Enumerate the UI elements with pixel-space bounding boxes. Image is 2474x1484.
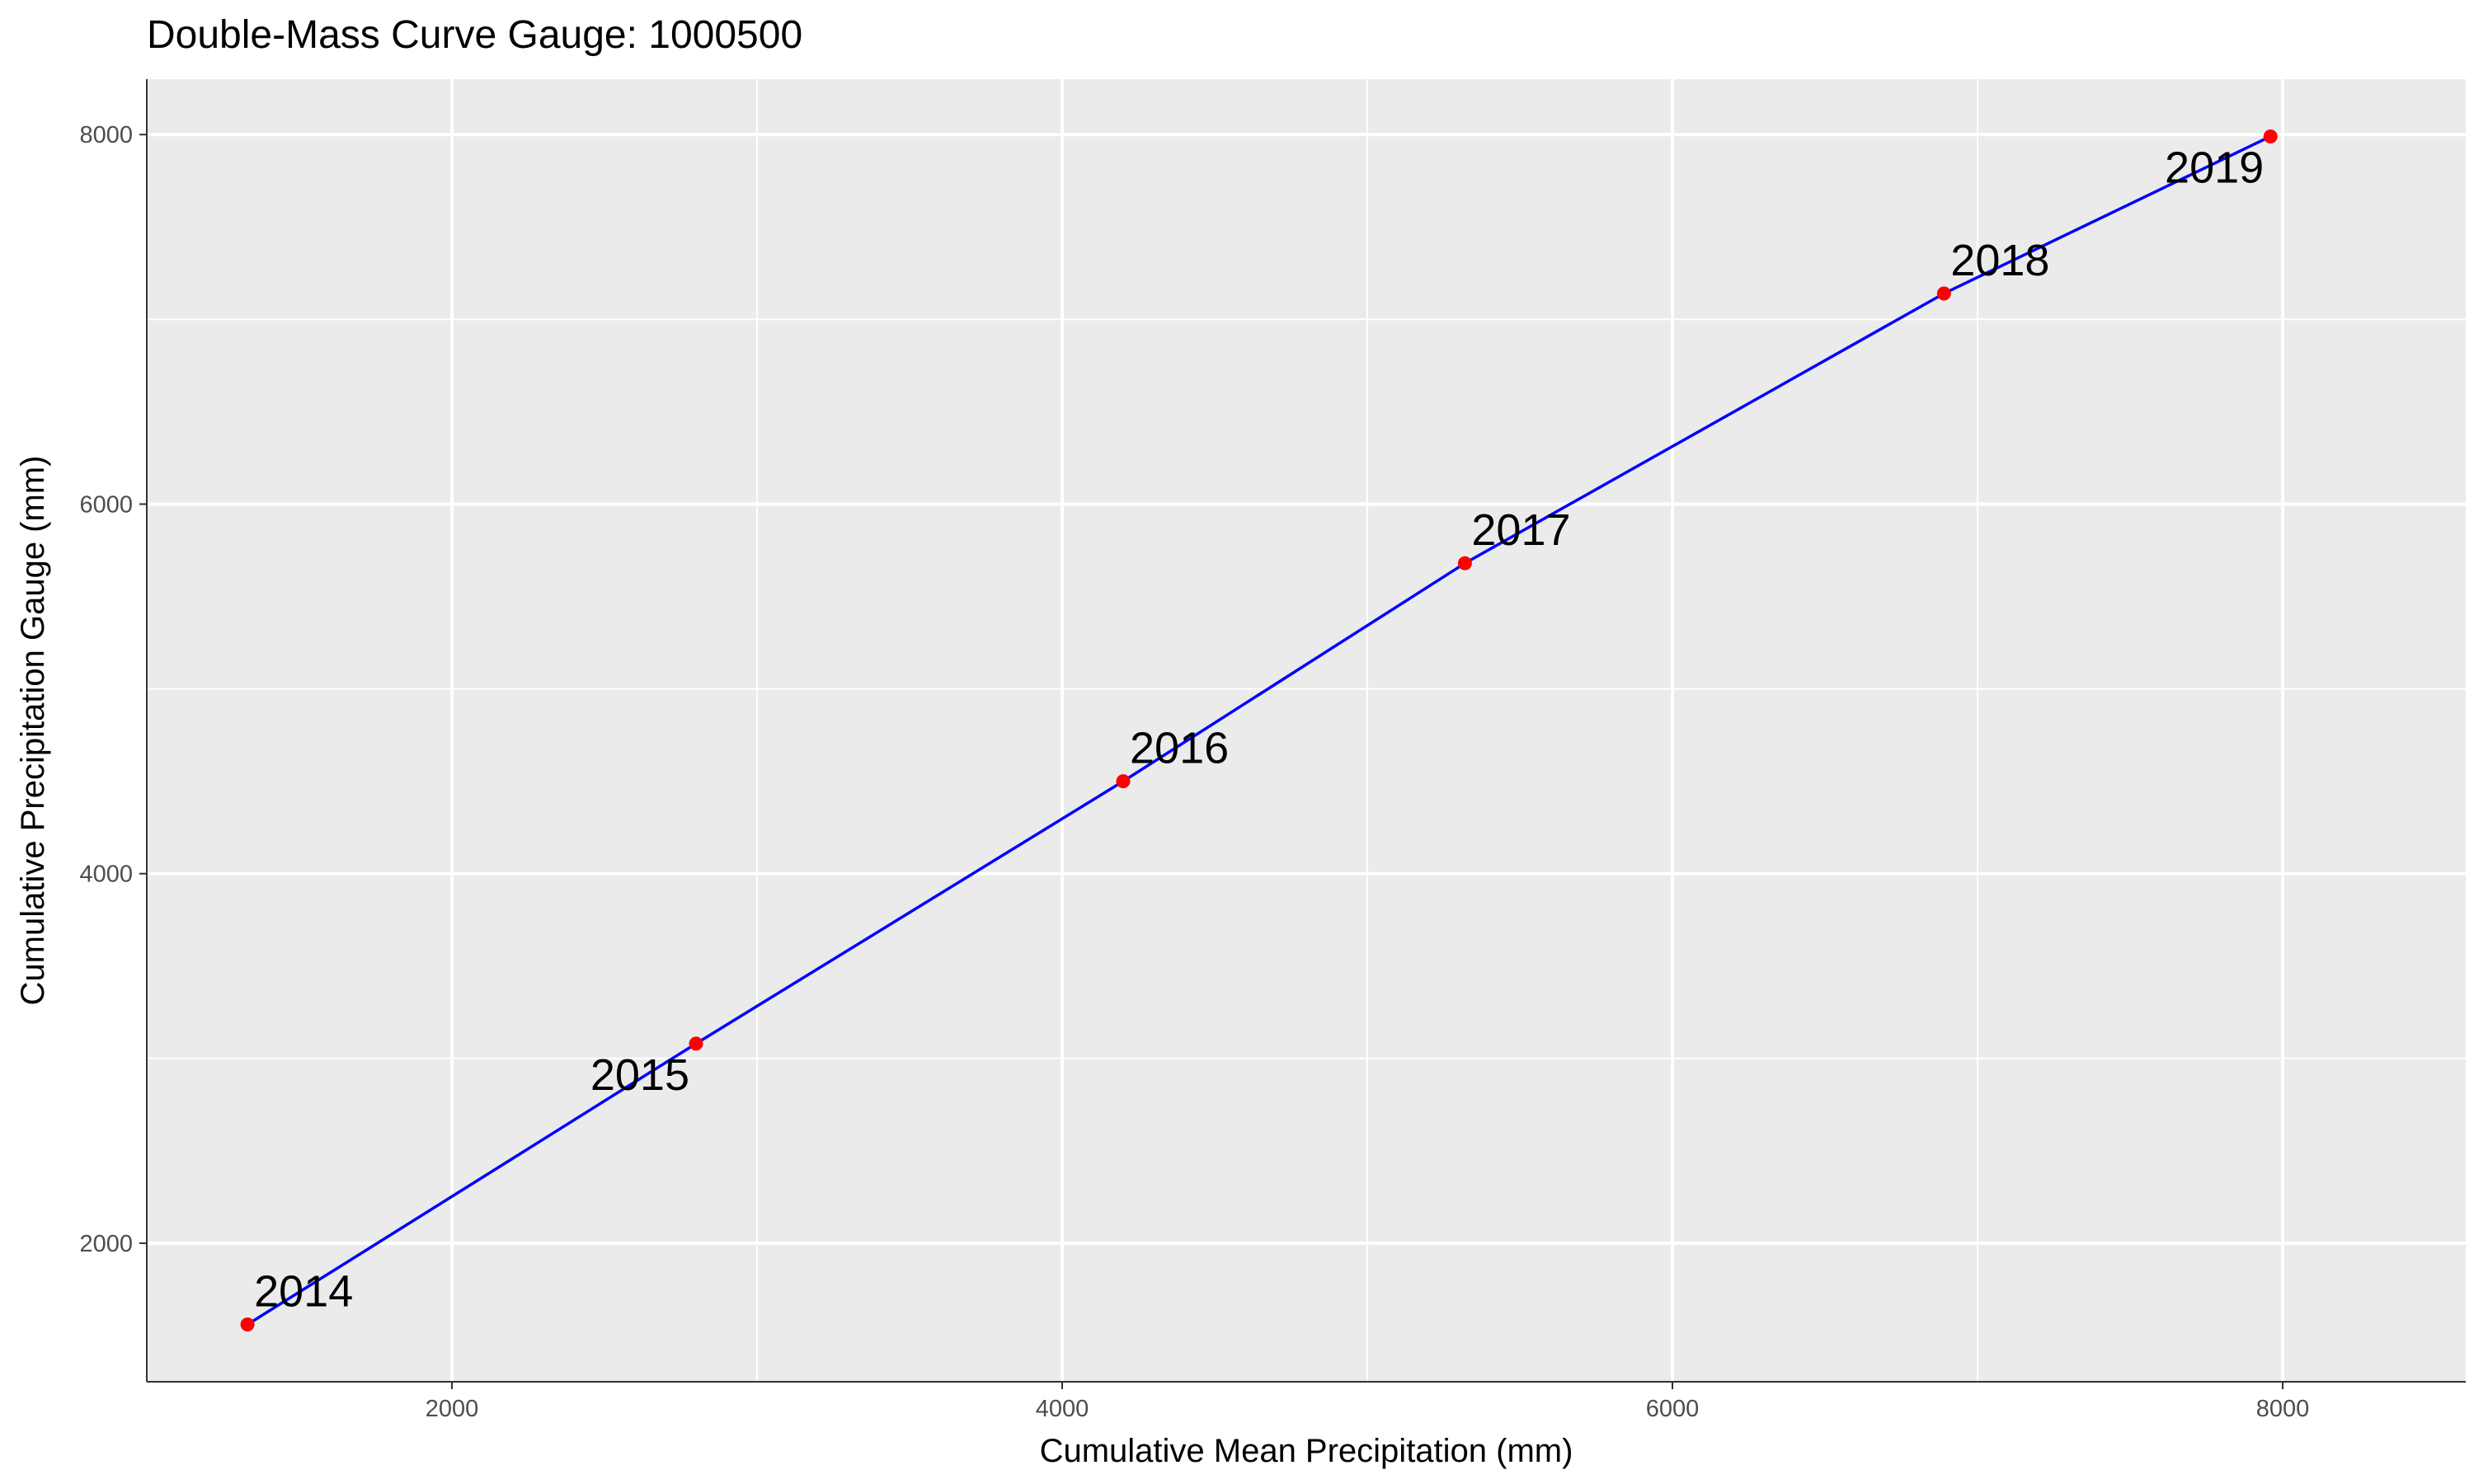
data-point [2263, 129, 2278, 143]
y-tick-label: 4000 [79, 862, 133, 888]
data-label: 2018 [1950, 236, 2049, 285]
plot-background [147, 79, 2466, 1382]
x-axis-label: Cumulative Mean Precipitation (mm) [1040, 1433, 1573, 1469]
point-label-layer: 2014 2015 2016 2017 2018 2019 [254, 143, 2264, 1316]
y-axis-ticks: 2000 4000 6000 8000 [79, 122, 147, 1257]
x-tick-label: 8000 [2256, 1396, 2310, 1422]
data-point [240, 1317, 255, 1332]
y-tick-label: 2000 [79, 1231, 133, 1257]
data-label: 2016 [1130, 724, 1229, 773]
x-tick-label: 4000 [1036, 1396, 1089, 1422]
x-tick-label: 6000 [1646, 1396, 1700, 1422]
data-label: 2014 [254, 1267, 353, 1317]
y-tick-label: 6000 [79, 491, 133, 518]
x-tick-label: 2000 [426, 1396, 479, 1422]
grid-lines [147, 79, 2466, 1382]
chart-title: Double-Mass Curve Gauge: 1000500 [147, 13, 802, 57]
series-layer [246, 134, 2272, 1327]
data-label: 2015 [590, 1050, 689, 1100]
data-point [1936, 286, 1951, 301]
x-axis-ticks: 2000 4000 6000 8000 [426, 1382, 2310, 1422]
y-axis-label: Cumulative Precipitation Gauge (mm) [15, 456, 51, 1006]
data-label: 2017 [1471, 505, 1570, 555]
data-point [689, 1036, 703, 1051]
point-layer [240, 129, 2278, 1332]
series-line [246, 134, 2272, 1327]
data-point [1116, 774, 1131, 789]
data-point [1457, 556, 1472, 571]
y-tick-label: 8000 [79, 122, 133, 148]
data-label: 2019 [2165, 143, 2264, 192]
